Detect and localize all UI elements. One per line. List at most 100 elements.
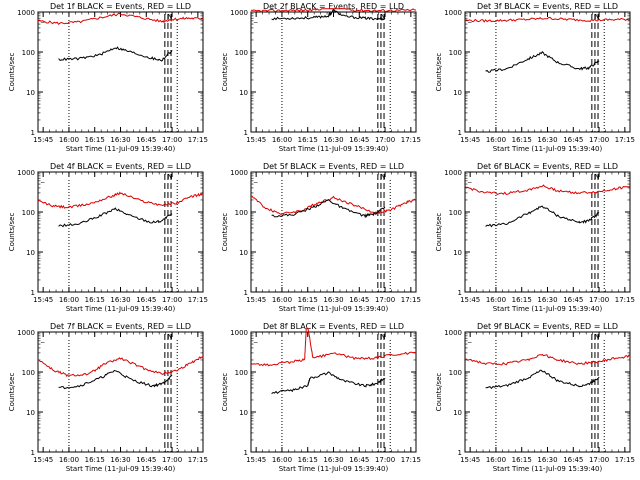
panel-title: Det 3f BLACK = Events, RED = LLD <box>477 2 618 11</box>
y-axis-label: Counts/sec <box>221 213 229 252</box>
x-tick-label: 15:45 <box>246 296 266 304</box>
y-tick-label: 100 <box>449 369 462 377</box>
y-tick-label: 1 <box>244 449 248 457</box>
panel-title: Det 4f BLACK = Events, RED = LLD <box>50 162 191 171</box>
events-series-line <box>271 199 386 219</box>
x-axis-label: Start Time (11-Jul-09 15:39:40) <box>66 145 176 153</box>
events-series-line <box>58 369 173 390</box>
x-tick-label: 17:00 <box>589 136 609 144</box>
y-axis-label: Counts/sec <box>8 373 16 412</box>
detector-panel-2: Det 2f BLACK = Events, RED = LLD Counts/s… <box>221 2 421 153</box>
x-tick-label: 17:15 <box>615 456 635 464</box>
x-tick-label: 16:15 <box>512 456 532 464</box>
y-tick-label: 1 <box>31 289 35 297</box>
x-tick-label: 15:45 <box>33 456 53 464</box>
x-tick-label: 16:30 <box>110 136 130 144</box>
y-tick-label: 100 <box>449 49 462 57</box>
x-tick-label: 16:30 <box>323 296 343 304</box>
y-tick-label: 10 <box>453 89 462 97</box>
panel-title: Det 8f BLACK = Events, RED = LLD <box>263 322 404 331</box>
x-tick-label: 17:15 <box>188 296 208 304</box>
x-axis-label: Start Time (11-Jul-09 15:39:40) <box>66 305 176 313</box>
corner-mark: _ <box>467 15 472 23</box>
plot-frame <box>37 171 204 293</box>
x-axis-label: Start Time (11-Jul-09 15:39:40) <box>493 145 603 153</box>
marker-label: N <box>380 173 385 181</box>
y-tick-label: 1 <box>458 289 462 297</box>
x-tick-label: 16:45 <box>349 296 369 304</box>
x-tick-label: 17:00 <box>589 296 609 304</box>
x-axis-label: Start Time (11-Jul-09 15:39:40) <box>493 305 603 313</box>
lld-series-line <box>250 328 417 367</box>
x-axis-label: Start Time (11-Jul-09 15:39:40) <box>279 465 389 473</box>
detector-panel-5: Det 5f BLACK = Events, RED = LLD Counts/s… <box>221 162 421 313</box>
marker-label: N <box>594 173 599 181</box>
x-tick-label: 17:00 <box>162 136 182 144</box>
x-tick-label: 17:00 <box>162 456 182 464</box>
marker-label: N <box>167 13 172 21</box>
x-tick-label: 16:45 <box>136 456 156 464</box>
x-tick-label: 16:00 <box>486 456 506 464</box>
corner-mark: _ <box>40 175 45 183</box>
lld-series-line <box>37 355 204 377</box>
plot-frame <box>250 171 417 293</box>
y-tick-label: 100 <box>235 209 248 217</box>
plot-frame <box>37 11 204 133</box>
y-tick-label: 10 <box>26 409 35 417</box>
y-axis-label: Counts/sec <box>435 373 443 412</box>
x-tick-label: 16:45 <box>349 136 369 144</box>
y-tick-label: 1000 <box>230 9 248 17</box>
x-tick-label: 16:00 <box>272 456 292 464</box>
x-tick-label: 16:30 <box>537 296 557 304</box>
marker-label: N <box>167 173 172 181</box>
y-tick-label: 100 <box>22 49 35 57</box>
x-tick-label: 15:45 <box>33 296 53 304</box>
x-tick-label: 15:45 <box>33 136 53 144</box>
x-tick-label: 16:00 <box>486 296 506 304</box>
x-tick-label: 16:15 <box>298 136 318 144</box>
y-tick-label: 1 <box>31 449 35 457</box>
y-tick-label: 10 <box>239 249 248 257</box>
y-axis-label: Counts/sec <box>221 53 229 92</box>
detector-panel-8: Det 8f BLACK = Events, RED = LLD Counts/s… <box>221 322 421 473</box>
events-series-line <box>271 8 386 21</box>
x-tick-label: 16:30 <box>110 296 130 304</box>
marker-label: N <box>167 333 172 341</box>
y-tick-label: 10 <box>239 89 248 97</box>
corner-mark: _ <box>467 175 472 183</box>
y-tick-label: 1 <box>458 129 462 137</box>
x-tick-label: 16:30 <box>323 136 343 144</box>
y-tick-label: 1000 <box>230 329 248 337</box>
x-tick-label: 15:45 <box>460 456 480 464</box>
detector-panel-7: Det 7f BLACK = Events, RED = LLD Counts/s… <box>8 322 208 473</box>
plot-frame <box>250 11 417 133</box>
marker-label: N <box>380 13 385 21</box>
x-axis-label: Start Time (11-Jul-09 15:39:40) <box>279 305 389 313</box>
y-tick-label: 1 <box>31 129 35 137</box>
x-tick-label: 16:45 <box>136 136 156 144</box>
x-tick-label: 15:45 <box>460 136 480 144</box>
x-tick-label: 16:15 <box>85 456 105 464</box>
x-tick-label: 15:45 <box>246 456 266 464</box>
y-axis-label: Counts/sec <box>8 213 16 252</box>
x-tick-label: 16:15 <box>85 136 105 144</box>
y-axis-label: Counts/sec <box>221 373 229 412</box>
events-series-line <box>58 207 173 228</box>
x-axis-label: Start Time (11-Jul-09 15:39:40) <box>279 145 389 153</box>
x-tick-label: 17:00 <box>375 136 395 144</box>
y-tick-label: 1000 <box>444 169 462 177</box>
x-tick-label: 16:00 <box>59 296 79 304</box>
x-tick-label: 17:00 <box>589 456 609 464</box>
detector-panel-1: Det 1f BLACK = Events, RED = LLD Counts/s… <box>8 2 208 153</box>
corner-mark: _ <box>253 335 258 343</box>
panel-title: Det 9f BLACK = Events, RED = LLD <box>477 322 618 331</box>
marker-label: N <box>594 13 599 21</box>
corner-mark: _ <box>253 15 258 23</box>
x-tick-label: 17:15 <box>615 136 635 144</box>
x-tick-label: 16:00 <box>59 456 79 464</box>
x-tick-label: 17:00 <box>162 296 182 304</box>
panel-title: Det 7f BLACK = Events, RED = LLD <box>50 322 191 331</box>
y-tick-label: 100 <box>22 369 35 377</box>
x-tick-label: 16:45 <box>563 456 583 464</box>
y-tick-label: 10 <box>453 249 462 257</box>
